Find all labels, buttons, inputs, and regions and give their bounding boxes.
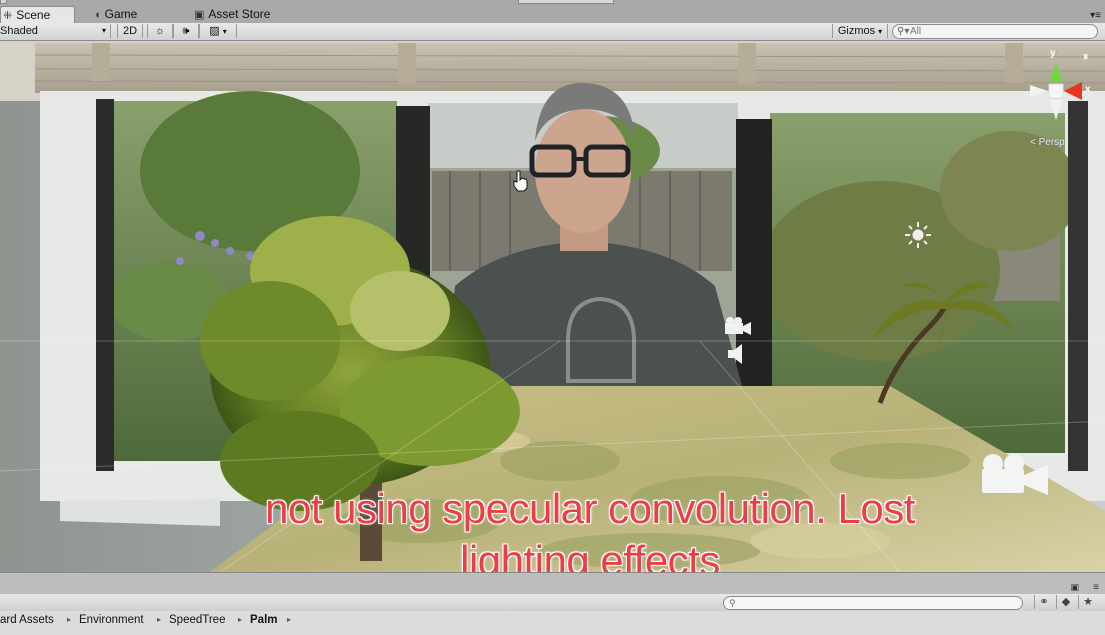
caption-line-1: not using specular convolution. Lost: [265, 485, 915, 532]
scene-search-input[interactable]: ⚲▾ All: [892, 24, 1098, 39]
tab-options-menu-icon[interactable]: ▾≡: [1090, 10, 1101, 21]
image-icon: ▨: [209, 25, 220, 37]
scene-grid-icon: ⁜: [3, 10, 13, 22]
tab-options-menu-icon[interactable]: ≡: [1093, 582, 1099, 593]
store-bag-icon: ▣: [194, 9, 205, 21]
breadcrumb-item[interactable]: ard Assets: [0, 614, 54, 626]
pacman-icon: ◖: [94, 9, 101, 21]
main-camera-gizmo-icon[interactable]: [978, 451, 1050, 497]
tab-scene-label: Scene: [16, 8, 51, 22]
gizmo-x-axis-label: x: [1085, 84, 1091, 95]
caption-line-2: lighting effects: [460, 537, 720, 572]
tab-scene[interactable]: ⁜ Scene: [0, 6, 76, 24]
tab-game[interactable]: ◖ Game: [94, 6, 137, 23]
play-controls-stub[interactable]: [518, 0, 614, 4]
breadcrumb-item[interactable]: SpeedTree: [169, 614, 226, 626]
favorite-star-icon[interactable]: ★: [1078, 595, 1097, 609]
chevron-right-icon: ▸: [67, 615, 72, 624]
search-by-type-icon[interactable]: ⚭: [1034, 595, 1053, 609]
tab-game-label: Game: [104, 7, 138, 21]
sun-icon: ☼: [154, 25, 166, 37]
video-caption: not using specular convolution. Lost lig…: [0, 483, 1105, 572]
breadcrumb: ard Assets ▸ Environment ▸ SpeedTree ▸ P…: [0, 611, 1105, 635]
tab-asset-store-label: Asset Store: [208, 7, 271, 21]
chevron-right-icon: ▸: [157, 615, 162, 624]
effects-dropdown[interactable]: ▨ ▾: [199, 24, 237, 38]
lock-icon[interactable]: ▖: [1084, 49, 1091, 59]
lighting-toggle[interactable]: ☼: [147, 24, 173, 38]
chevron-down-icon: ▾: [101, 26, 106, 35]
project-search-input[interactable]: ⚲: [723, 596, 1023, 610]
lock-icon[interactable]: ▣: [1070, 582, 1079, 592]
chevron-down-icon: ▾: [878, 27, 883, 36]
projection-toggle[interactable]: < Persp: [1030, 137, 1065, 148]
search-by-label-icon[interactable]: ◆: [1056, 595, 1075, 609]
project-panel-tab-bar: ▣ ≡: [0, 572, 1105, 595]
chevron-down-icon: ▾: [222, 27, 227, 36]
tab-asset-store[interactable]: ▣ Asset Store: [194, 6, 270, 23]
camera-gizmo-icon[interactable]: [724, 316, 752, 338]
chevron-right-icon: ▸: [287, 615, 292, 624]
scene-render: [0, 41, 1105, 572]
mode-2d-toggle[interactable]: 2D: [117, 24, 143, 38]
search-icon: ⚲: [729, 598, 736, 608]
layout-handle[interactable]: [0, 0, 7, 4]
gizmos-label: Gizmos: [837, 25, 876, 37]
shading-mode-dropdown[interactable]: Shaded ▾: [0, 24, 111, 38]
hand-cursor-icon: [513, 170, 528, 192]
editor-tab-bar: ⁜ Scene ◖ Game ▣ Asset Store ▾≡: [0, 0, 1105, 24]
gizmo-y-axis-label: y: [1050, 48, 1056, 59]
search-icon: ⚲▾: [897, 26, 910, 37]
scene-search-placeholder: All: [910, 26, 922, 37]
gizmos-dropdown[interactable]: Gizmos ▾: [832, 24, 888, 38]
directional-light-gizmo-icon[interactable]: [905, 222, 931, 248]
breadcrumb-item[interactable]: Environment: [79, 614, 144, 626]
audio-toggle[interactable]: 🕪: [173, 24, 199, 38]
project-toolbar: ⚲ ⚭ ◆ ★: [0, 594, 1105, 612]
orientation-gizmo[interactable]: [1020, 50, 1100, 122]
chevron-right-icon: ▸: [238, 615, 243, 624]
audio-source-gizmo-icon[interactable]: [726, 343, 746, 365]
scene-viewport[interactable]: y x < Persp ▖ not using specular convolu…: [0, 41, 1105, 572]
scene-toolbar: Shaded ▾ 2D ☼ 🕪 ▨ ▾ Gizmos ▾ ⚲▾ All: [0, 23, 1105, 41]
speaker-icon: 🕪: [182, 25, 190, 37]
breadcrumb-item-current[interactable]: Palm: [250, 614, 278, 626]
shading-mode-label: Shaded: [0, 25, 38, 37]
mode-2d-label: 2D: [122, 25, 138, 37]
